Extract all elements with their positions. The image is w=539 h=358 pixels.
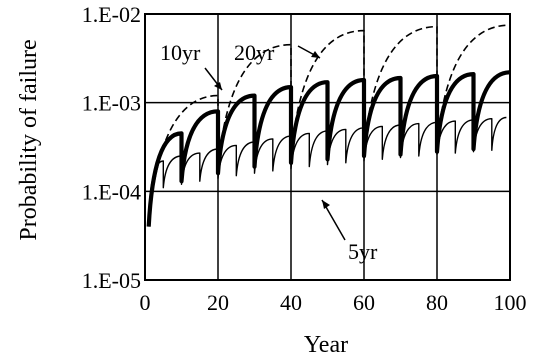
series-layer	[146, 24, 511, 227]
y-tick-label: 1.E-04	[82, 179, 141, 204]
x-tick-label: 0	[140, 290, 151, 315]
y-tick-label: 1.E-05	[82, 268, 141, 293]
x-tick-label: 100	[494, 290, 527, 315]
y-tick-label: 1.E-03	[82, 91, 141, 116]
x-tick-label: 80	[426, 290, 448, 315]
x-tick-labels: 0 20 40 60 80 100	[140, 290, 527, 315]
label-10yr-arrowhead	[214, 82, 222, 90]
x-tick-label: 40	[280, 290, 302, 315]
y-tick-labels: 1.E-05 1.E-04 1.E-03 1.E-02	[82, 2, 141, 293]
x-tick-label: 60	[353, 290, 375, 315]
y-tick-label: 1.E-02	[82, 2, 141, 27]
label-10yr: 10yr	[160, 40, 201, 65]
label-5yr: 5yr	[348, 239, 378, 264]
x-axis-label: Year	[304, 332, 348, 358]
series-20yr	[147, 24, 511, 227]
label-20yr: 20yr	[234, 40, 275, 65]
plot-frame	[144, 13, 511, 281]
x-tick-label: 20	[207, 290, 229, 315]
label-20yr-arrowhead	[311, 51, 320, 58]
label-5yr-arrowhead	[322, 200, 330, 209]
y-axis-label: Probability of failure	[16, 39, 42, 240]
series-10yr	[146, 70, 511, 227]
